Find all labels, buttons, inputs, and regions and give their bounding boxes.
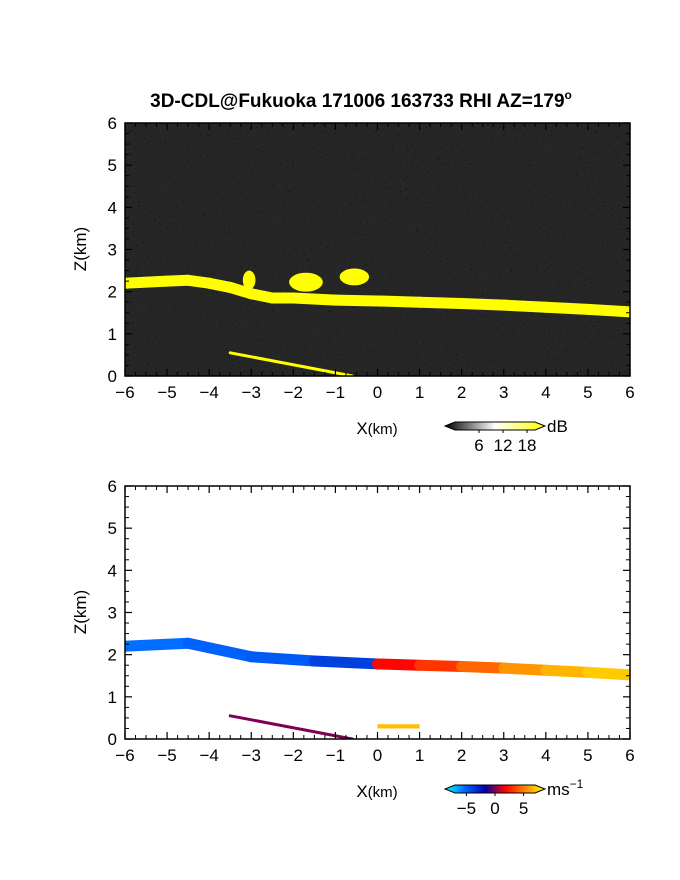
backscatter-xtick-label: 4 (541, 383, 550, 402)
velocity-cloud-layer-approaching-segment (245, 651, 320, 667)
velocity-colorbar-tick-label: 5 (519, 799, 528, 818)
velocity-colorbar-unit: ms−1 (547, 777, 584, 799)
velocity-ytick-label: 2 (108, 646, 117, 665)
velocity-panel: −6 −5 −4 −3 −2 −1 0 1 2 3 4 5 6 0 1 2 3 4 5 6 Z(km) X(km) m… (71, 477, 635, 818)
velocity-plot-background (125, 486, 630, 739)
velocity-ytick-label: 3 (108, 604, 117, 623)
velocity-xtick-label: 6 (625, 746, 634, 765)
velocity-xtick-label: −3 (242, 746, 261, 765)
backscatter-xtick-label: 0 (373, 383, 382, 402)
backscatter-cloud-layer-segment (372, 295, 426, 308)
backscatter-xtick-label: 6 (625, 383, 634, 402)
velocity-colorbar: ms−1 −5 0 5 (443, 777, 584, 818)
velocity-cloud-layer-receding-segment (498, 662, 552, 676)
backscatter-colorbar-unit: dB (547, 417, 568, 436)
velocity-ytick-label: 4 (108, 561, 117, 580)
backscatter-cloud-layer-segment (329, 294, 383, 307)
backscatter-colorbar-tick-label: 6 (474, 436, 483, 455)
backscatter-low-streak-segment (228, 351, 354, 376)
backscatter-noise (125, 123, 630, 376)
velocity-features (125, 637, 630, 739)
velocity-xtick-label: −5 (157, 746, 176, 765)
velocity-xtick-label: −4 (199, 746, 218, 765)
backscatter-ytick-label: 1 (108, 325, 117, 344)
backscatter-colorbar: dB 6 12 18 (443, 417, 568, 455)
backscatter-ytick-label: 4 (108, 198, 117, 217)
velocity-xtick-label: −6 (115, 746, 134, 765)
velocity-cloud-layer-approaching-segment (308, 655, 383, 670)
backscatter-ytick-label: 5 (108, 156, 117, 175)
backscatter-xtick-label: −1 (326, 383, 345, 402)
backscatter-xtick-label: 2 (457, 383, 466, 402)
velocity-xtick-label: 4 (541, 746, 550, 765)
backscatter-cloud-layer-segment (456, 297, 510, 311)
backscatter-xtick-label: −4 (199, 383, 218, 402)
backscatter-cloud-layer-segment (287, 292, 341, 306)
backscatter-colorbar-bar (443, 421, 547, 431)
velocity-ylabel: Z(km) (71, 590, 90, 634)
backscatter-ylabel: Z(km) (71, 227, 90, 271)
backscatter-xtick-label: −2 (284, 383, 303, 402)
backscatter-cloud-cell-3 (339, 268, 370, 286)
backscatter-xlabel: X(km) (356, 419, 397, 438)
velocity-near-surface-patch (377, 724, 420, 729)
backscatter-ytick-label: 3 (108, 241, 117, 260)
velocity-xtick-label: 2 (457, 746, 466, 765)
chart-title: 3D-CDL@Fukuoka 171006 163733 RHI AZ=179o (150, 88, 572, 112)
velocity-axes: −6 −5 −4 −3 −2 −1 0 1 2 3 4 5 6 0 1 2 3 4 5 6 (108, 477, 635, 765)
velocity-xtick-label: 0 (373, 746, 382, 765)
backscatter-cloud-layer-segment (540, 301, 594, 315)
velocity-ytick-label: 0 (108, 730, 117, 749)
velocity-cloud-layer-receding-segment (582, 666, 630, 681)
backscatter-ytick-label: 0 (108, 367, 117, 386)
velocity-cloud-layer-approaching-segment (125, 637, 194, 652)
velocity-xlabel: X(km) (356, 782, 397, 801)
backscatter-axes: −6 −5 −4 −3 −2 −1 0 1 2 3 4 5 6 0 1 2 3 4 5 6 (108, 114, 635, 402)
velocity-low-streak-segment (228, 714, 354, 739)
velocity-cloud-layer-receding-segment (540, 664, 594, 678)
velocity-cloud-layer-receding-segment (372, 658, 426, 671)
velocity-xtick-label: −2 (284, 746, 303, 765)
backscatter-xtick-label: −5 (157, 383, 176, 402)
backscatter-cloud-layer-segment (125, 275, 173, 289)
backscatter-features (125, 268, 630, 376)
velocity-cloud-layer-approaching-segment (182, 637, 257, 663)
velocity-ytick-label: 1 (108, 688, 117, 707)
velocity-cloud-layer-receding-segment (414, 659, 468, 672)
velocity-colorbar-tick-label: −5 (457, 799, 476, 818)
backscatter-xtick-label: 3 (499, 383, 508, 402)
velocity-colorbar-bar (443, 784, 547, 794)
backscatter-cloud-layer-segment (582, 303, 630, 318)
velocity-cloud-layer-receding-segment (456, 660, 510, 674)
backscatter-cloud-layer-segment (498, 299, 552, 313)
velocity-ytick-label: 6 (108, 477, 117, 496)
backscatter-xtick-label: −3 (242, 383, 261, 402)
backscatter-cloud-layer-segment (414, 296, 468, 309)
backscatter-xtick-label: 1 (415, 383, 424, 402)
backscatter-cloud-cell-1 (242, 270, 256, 290)
velocity-xtick-label: −1 (326, 746, 345, 765)
backscatter-cloud-cell-2 (289, 272, 323, 292)
backscatter-xtick-label: 5 (583, 383, 592, 402)
velocity-xtick-label: 3 (499, 746, 508, 765)
backscatter-ytick-label: 2 (108, 283, 117, 302)
backscatter-ytick-label: 6 (108, 114, 117, 133)
velocity-colorbar-tick-label: 0 (490, 799, 499, 818)
velocity-ytick-label: 5 (108, 519, 117, 538)
velocity-xtick-label: 1 (415, 746, 424, 765)
backscatter-xtick-label: −6 (115, 383, 134, 402)
backscatter-colorbar-tick-label: 12 (494, 436, 513, 455)
velocity-xtick-label: 5 (583, 746, 592, 765)
backscatter-colorbar-tick-label: 18 (518, 436, 537, 455)
